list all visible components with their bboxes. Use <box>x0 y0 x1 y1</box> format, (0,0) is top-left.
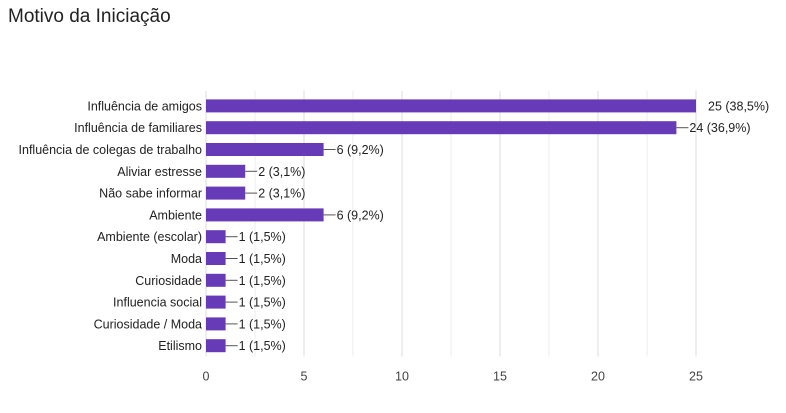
bar[interactable] <box>206 252 226 265</box>
chart-title: Motivo da Iniciação <box>8 6 171 27</box>
category-label: Influencia social <box>113 296 202 310</box>
x-tick-label: 20 <box>591 370 605 384</box>
gridlines <box>205 91 697 357</box>
category-label: Não sabe informar <box>99 187 202 201</box>
data-label: 1 (1,5%) <box>239 274 286 288</box>
category-label: Ambiente (escolar) <box>97 230 202 244</box>
data-label: 2 (3,1%) <box>258 187 305 201</box>
bar[interactable] <box>206 186 246 200</box>
x-tick-label: 5 <box>301 370 308 384</box>
category-label: Curiosidade <box>135 274 202 288</box>
x-tick-labels: 0 5 10 15 20 25 <box>203 370 703 384</box>
category-label: Etilismo <box>158 339 202 353</box>
category-label: Aliviar estresse <box>117 165 202 179</box>
category-label: Moda <box>171 252 202 266</box>
category-label: Influência de amigos <box>87 99 202 113</box>
bar[interactable] <box>206 143 324 156</box>
data-label: 1 (1,5%) <box>239 317 286 331</box>
data-label: 24 (36,9%) <box>689 121 750 135</box>
bar[interactable] <box>206 164 246 178</box>
bar[interactable] <box>206 121 677 135</box>
bar[interactable] <box>206 317 226 331</box>
data-label: 6 (9,2%) <box>337 208 384 222</box>
data-label: 1 (1,5%) <box>239 230 286 244</box>
x-tick-label: 0 <box>203 370 210 384</box>
x-tick-label: 10 <box>395 370 409 384</box>
bar[interactable] <box>206 230 226 244</box>
category-label: Influência de familiares <box>74 121 202 135</box>
bar[interactable] <box>206 273 226 287</box>
data-label: 1 (1,5%) <box>239 339 286 353</box>
category-labels: Influência de amigos Influência de famili… <box>19 99 203 353</box>
bar[interactable] <box>206 99 696 113</box>
data-label: 25 (38,5%) <box>708 99 769 113</box>
x-tick-label: 15 <box>493 370 507 384</box>
bar[interactable] <box>206 339 226 353</box>
category-label: Ambiente <box>149 208 202 222</box>
bar[interactable] <box>206 208 324 222</box>
x-tick-label: 25 <box>689 370 703 384</box>
data-label: 6 (9,2%) <box>337 143 384 157</box>
data-label: 1 (1,5%) <box>239 296 286 310</box>
data-label: 2 (3,1%) <box>258 165 305 179</box>
category-label: Influência de colegas de trabalho <box>19 143 203 157</box>
data-label: 1 (1,5%) <box>239 252 286 266</box>
bar[interactable] <box>206 295 226 309</box>
bars: 25 (38,5%) 24 (36,9%) 6 (9,2%) 2 (3,1%) 2 (3… <box>206 99 769 353</box>
category-label: Curiosidade / Moda <box>94 317 202 331</box>
